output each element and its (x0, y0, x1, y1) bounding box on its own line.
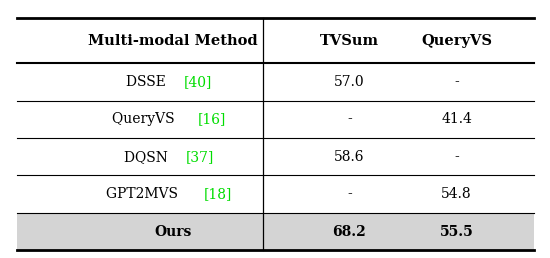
Text: [18]: [18] (204, 187, 233, 201)
Text: DQSN: DQSN (124, 150, 172, 164)
Text: 58.6: 58.6 (334, 150, 365, 164)
Text: [40]: [40] (184, 75, 212, 89)
Text: 41.4: 41.4 (441, 112, 472, 126)
Text: -: - (347, 187, 351, 201)
Text: [37]: [37] (186, 150, 214, 164)
Text: Multi-modal Method: Multi-modal Method (89, 34, 258, 48)
Text: QueryVS: QueryVS (112, 112, 179, 126)
Text: TVSum: TVSum (320, 34, 379, 48)
Text: QueryVS: QueryVS (421, 34, 492, 48)
Text: 57.0: 57.0 (334, 75, 365, 89)
Text: 54.8: 54.8 (441, 187, 472, 201)
Text: Ours: Ours (155, 224, 192, 239)
Text: -: - (454, 75, 459, 89)
Text: DSSE: DSSE (126, 75, 170, 89)
Text: 55.5: 55.5 (439, 224, 474, 239)
Text: -: - (454, 150, 459, 164)
Text: GPT2MVS: GPT2MVS (106, 187, 182, 201)
Text: -: - (347, 112, 351, 126)
Text: [16]: [16] (198, 112, 227, 126)
Text: 68.2: 68.2 (332, 224, 366, 239)
Bar (16, 213, 534, 250)
